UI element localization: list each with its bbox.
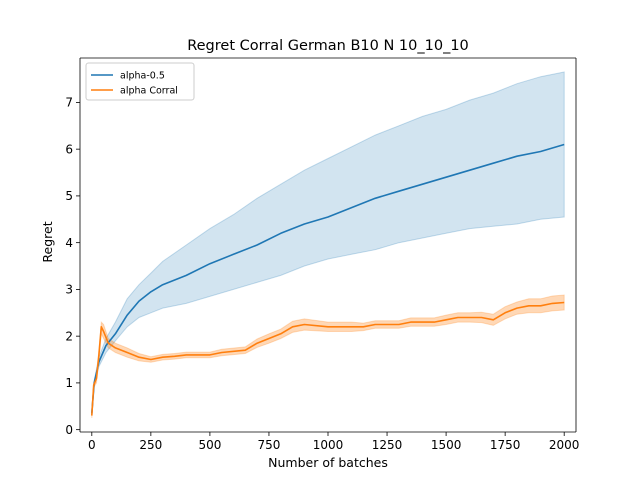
x-tick-label: 2000	[549, 438, 580, 452]
x-tick-label: 250	[139, 438, 162, 452]
y-tick-label: 7	[65, 96, 73, 110]
line-alpha-corral	[91, 301, 565, 416]
y-tick-label: 2	[65, 329, 73, 343]
x-tick-label: 1250	[372, 438, 403, 452]
y-ticks: 0 1 2 3 4 5 6 7	[65, 96, 80, 437]
legend-label: alpha Corral	[120, 86, 178, 97]
band-alpha-0-5	[91, 71, 565, 416]
y-tick-label: 3	[65, 283, 73, 297]
y-tick-label: 5	[65, 189, 73, 203]
y-tick-label: 6	[65, 142, 73, 156]
legend-label: alpha-0.5	[120, 71, 165, 82]
x-tick-label: 0	[88, 438, 96, 452]
x-tick-label: 750	[257, 438, 280, 452]
x-tick-label: 1500	[431, 438, 462, 452]
y-tick-label: 4	[65, 236, 73, 250]
chart-title: Regret Corral German B10 N 10_10_10	[187, 38, 469, 54]
series-lines	[91, 143, 565, 416]
x-tick-label: 500	[198, 438, 221, 452]
y-axis-label: Regret	[40, 221, 55, 262]
y-tick-label: 0	[65, 423, 73, 437]
x-ticks: 0 250 500 750 1000 1250 1500 1750 2000	[88, 432, 579, 452]
x-axis-label: Number of batches	[268, 455, 388, 470]
x-tick-label: 1000	[313, 438, 344, 452]
legend: alpha-0.5 alpha Corral	[85, 62, 195, 101]
y-tick-label: 1	[65, 376, 73, 390]
x-tick-label: 1750	[490, 438, 521, 452]
line-alpha-0-5	[91, 143, 565, 414]
